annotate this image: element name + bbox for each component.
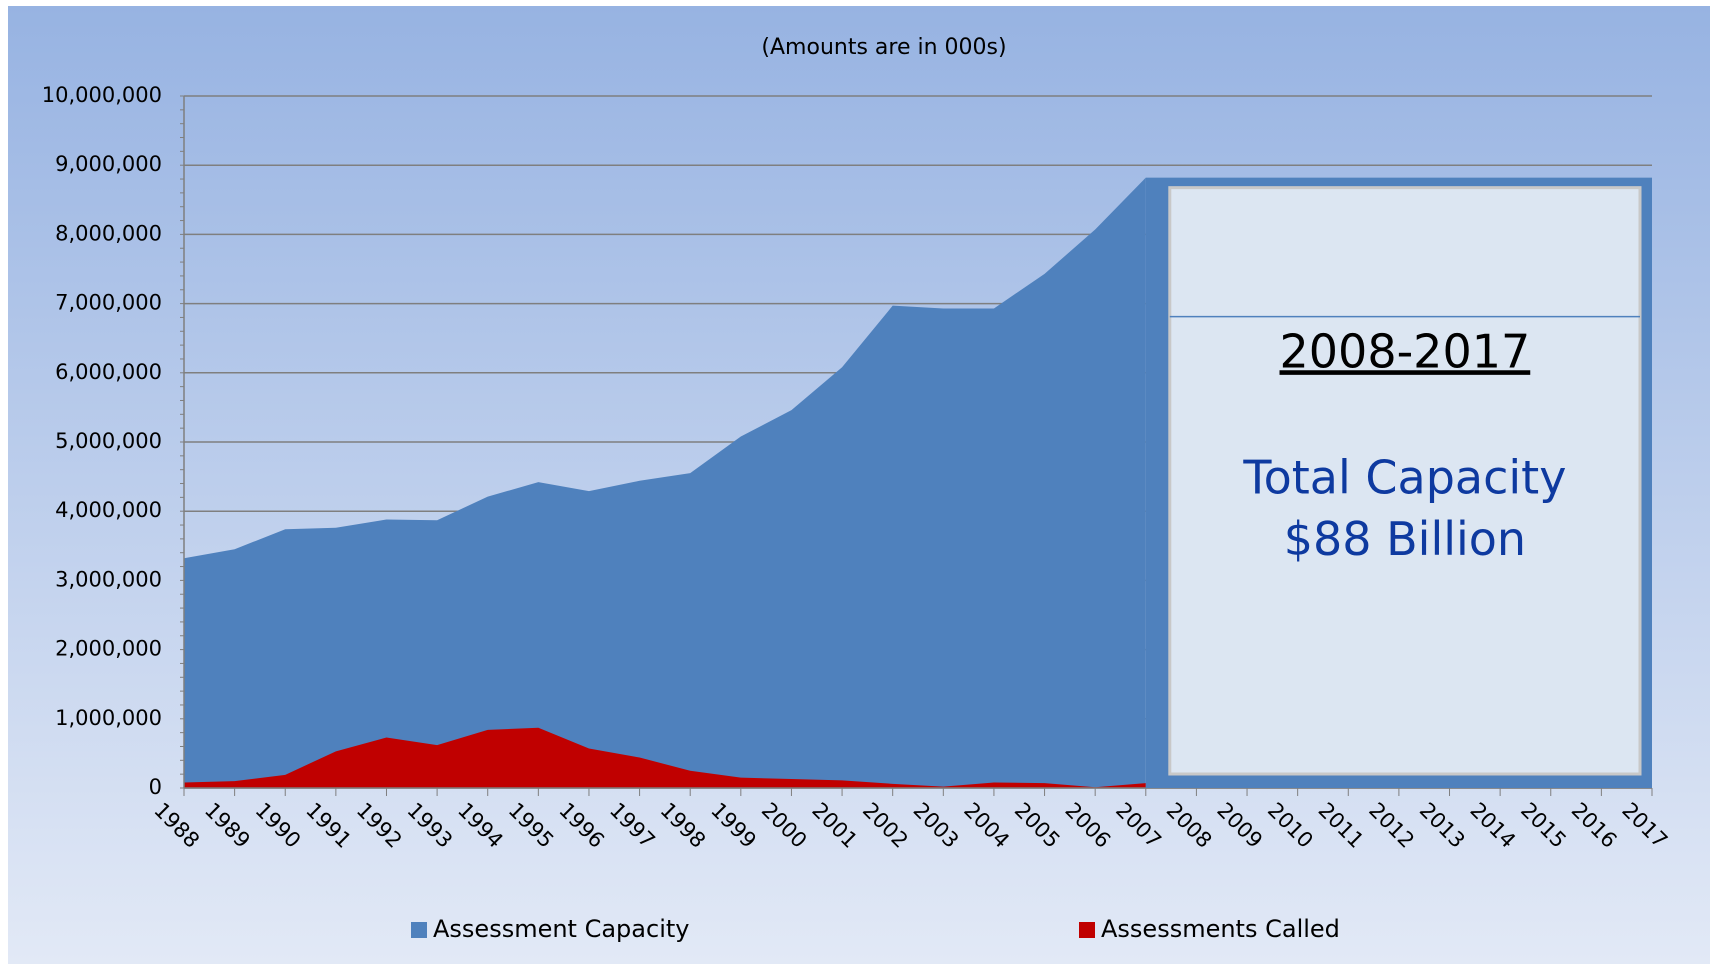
annotation-box: [1168, 186, 1642, 776]
y-tick-label: 5,000,000: [55, 429, 162, 453]
y-tick-label: 0: [149, 775, 162, 799]
area: [184, 177, 1146, 788]
y-tick-label: 3,000,000: [55, 567, 162, 591]
annotation-text: $88 Billion: [1284, 512, 1526, 566]
area: [184, 727, 1146, 788]
legend-label: Assessments Called: [1101, 915, 1340, 943]
y-tick-label: 4,000,000: [55, 498, 162, 522]
y-tick-label: 1,000,000: [55, 706, 162, 730]
y-tick-label: 9,000,000: [55, 152, 162, 176]
legend-swatch: [411, 922, 427, 938]
y-tick-label: 6,000,000: [55, 360, 162, 384]
y-tick-label: 8,000,000: [55, 221, 162, 245]
chart-subtitle: (Amounts are in 000s): [761, 35, 1006, 60]
legend-swatch: [1079, 922, 1095, 938]
y-tick-label: 10,000,000: [42, 83, 162, 107]
annotation-period: 2008-2017: [1280, 324, 1531, 378]
y-tick-label: 7,000,000: [55, 291, 162, 315]
legend-label: Assessment Capacity: [433, 915, 689, 943]
y-tick-label: 2,000,000: [55, 637, 162, 661]
annotation-text: Total Capacity: [1242, 450, 1566, 504]
